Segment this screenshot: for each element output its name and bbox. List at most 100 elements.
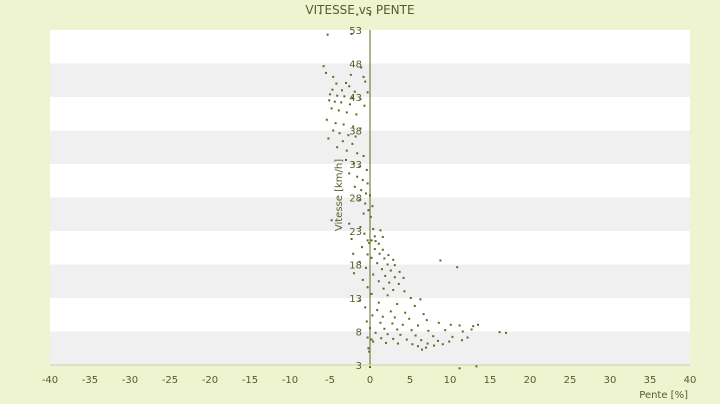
x-axis-title: Pente [%] [639, 390, 688, 400]
x-tick-label: -5 [325, 375, 335, 386]
y-tick-label: 28 [349, 194, 362, 205]
data-point [330, 219, 333, 222]
data-point [405, 338, 408, 341]
data-point [368, 242, 371, 245]
data-point [362, 212, 365, 215]
data-point [421, 348, 423, 351]
data-point [332, 129, 335, 132]
data-point [369, 327, 371, 330]
data-point [369, 215, 372, 218]
data-point [351, 96, 354, 99]
data-point [369, 366, 371, 369]
data-point [374, 331, 377, 334]
data-point [343, 95, 346, 98]
data-point [381, 268, 383, 271]
y-tick-label: 8 [356, 328, 362, 339]
x-tick-label: -30 [122, 375, 138, 386]
data-point [365, 266, 367, 269]
x-tick-label: -10 [282, 375, 298, 386]
data-point [338, 132, 341, 135]
data-point [393, 276, 396, 279]
data-point [363, 232, 366, 235]
data-point [354, 135, 357, 138]
data-point [335, 82, 338, 85]
data-point [364, 202, 367, 205]
data-point [370, 292, 373, 295]
data-point [432, 335, 435, 338]
data-point [364, 80, 367, 83]
data-point [358, 260, 361, 263]
data-point [411, 343, 414, 346]
data-point [350, 238, 353, 241]
data-point [393, 264, 396, 267]
data-point [399, 333, 402, 336]
data-point [330, 107, 333, 110]
data-point [366, 239, 369, 242]
data-point [378, 252, 381, 255]
data-point [383, 257, 386, 260]
data-point [345, 158, 347, 161]
data-point [420, 339, 423, 342]
data-point [367, 209, 370, 212]
data-point [377, 301, 380, 304]
data-point [345, 149, 348, 152]
data-point [371, 205, 374, 208]
x-tick-label: 10 [444, 375, 457, 386]
data-point [398, 270, 401, 273]
data-point [327, 137, 330, 140]
data-point [336, 94, 339, 97]
data-point [448, 340, 451, 343]
data-point [403, 290, 406, 293]
data-point [337, 109, 340, 112]
data-point [325, 71, 327, 74]
data-point [332, 75, 335, 78]
data-point [461, 330, 464, 333]
data-point [366, 253, 369, 256]
data-point [336, 146, 339, 149]
x-tick-label: 20 [524, 375, 537, 386]
data-point [389, 310, 392, 313]
data-point [370, 338, 373, 341]
data-point [385, 341, 387, 344]
data-point [366, 336, 369, 339]
y-tick-label: 18 [349, 261, 362, 272]
data-point [359, 98, 362, 101]
data-point [425, 346, 427, 349]
data-point [364, 306, 367, 309]
data-point [397, 282, 400, 285]
data-point [393, 316, 396, 319]
data-point [377, 242, 380, 245]
data-point [356, 13, 359, 16]
data-point [363, 104, 366, 107]
data-point [356, 175, 359, 178]
data-point [417, 324, 419, 327]
data-point [377, 280, 380, 283]
data-point [427, 329, 430, 332]
data-point [353, 185, 356, 188]
data-point [381, 236, 384, 239]
data-point [379, 229, 382, 232]
data-point [367, 347, 370, 350]
data-point [433, 344, 435, 347]
data-point [353, 272, 355, 275]
data-point [340, 101, 343, 104]
data-point [426, 342, 429, 345]
data-point [365, 320, 368, 323]
data-point [366, 182, 369, 185]
data-point [505, 331, 507, 334]
data-point [376, 262, 379, 265]
data-point [365, 192, 367, 195]
data-point [348, 85, 351, 88]
data-point [413, 305, 416, 308]
data-point [341, 140, 344, 143]
x-tick-label: 30 [604, 375, 617, 386]
data-point [347, 134, 350, 137]
data-point [437, 339, 439, 342]
data-point [372, 273, 375, 276]
x-tick-labels: -40 -35 -30 -25 -20 -15 -10 -5 0 5 10 15 20 25 30 35 40 [42, 375, 697, 386]
data-point [379, 321, 382, 324]
data-point [381, 248, 384, 251]
data-point [437, 321, 440, 324]
data-point [373, 235, 376, 238]
